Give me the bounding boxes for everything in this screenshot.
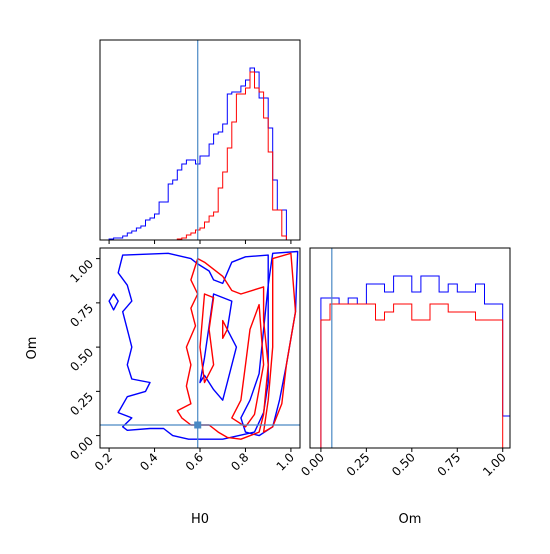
- x-tick-label: 0.2: [92, 450, 115, 473]
- contour-line-red: [231, 303, 265, 428]
- histogram-h0-panel: [99, 39, 301, 244]
- histogram-h0-series-red: [100, 71, 291, 240]
- y-tick-label: 0.50: [67, 345, 96, 374]
- axes-frame: [309, 247, 511, 449]
- histogram-series-group: [100, 40, 291, 240]
- contour-line-blue: [199, 293, 238, 401]
- axes-frame: [99, 39, 301, 241]
- histogram-om-series-red: [310, 303, 510, 448]
- x-tick-label: 0.8: [228, 450, 251, 473]
- y-tick-label: 0.00: [67, 434, 96, 463]
- x-axis-label-h0: H0: [191, 512, 209, 527]
- x-tick-label: 1.00: [480, 450, 509, 479]
- histogram-om-panel: 0.00 0.25 0.50 0.75 1.00: [298, 247, 511, 479]
- histogram-series-group: [310, 248, 510, 448]
- contour-line-blue: [108, 293, 119, 311]
- x-tick-label: 0.6: [183, 450, 206, 473]
- contour-line-red: [262, 252, 297, 433]
- contour-line-blue: [117, 252, 269, 440]
- y-tick-label: 0.75: [67, 301, 96, 330]
- contour-line-red: [222, 319, 228, 339]
- contour-line-red: [176, 257, 269, 440]
- y-tick-label: 0.25: [67, 390, 96, 419]
- x-tick-label: 1.0: [274, 450, 297, 473]
- x-tick-label: 0.25: [344, 450, 373, 479]
- x-tick-label: 0.75: [435, 450, 464, 479]
- contour-series-group: [100, 248, 300, 448]
- truth-marker: [194, 421, 202, 429]
- y-tick-label: 1.00: [67, 257, 96, 286]
- contour-h0-om-panel: 0.2 0.4 0.6 0.8 1.0 0.00 0.25 0.50 0.75 1.00: [67, 247, 301, 474]
- contour-line-red: [199, 293, 215, 384]
- x-tick-label: 0.50: [389, 450, 418, 479]
- x-tick-label: 0.4: [137, 450, 160, 473]
- x-axis-label-om: Om: [399, 512, 422, 527]
- histogram-h0-series-blue: [100, 67, 291, 240]
- y-axis-label-om: Om: [25, 337, 40, 360]
- x-tick-label: 0.00: [298, 450, 327, 479]
- contour-line-blue: [240, 250, 299, 437]
- histogram-om-series-blue: [310, 275, 510, 448]
